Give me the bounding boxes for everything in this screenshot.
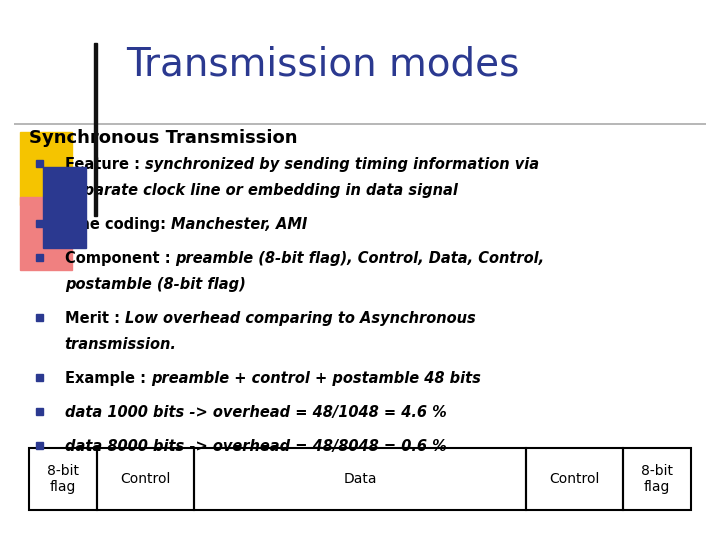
Bar [94,43,97,216]
Bar [194,448,526,510]
Text: Transmission modes: Transmission modes [126,46,519,84]
Bar [29,448,96,510]
Bar [36,160,43,167]
Text: data 8000 bits -> overhead = 48/8048 = 0.6 %: data 8000 bits -> overhead = 48/8048 = 0… [65,439,446,454]
Bar [624,448,691,510]
Text: 8-bit
flag: 8-bit flag [642,464,673,494]
Bar [43,167,86,248]
Text: postamble (8-bit flag): postamble (8-bit flag) [65,277,246,292]
Text: synchronized by sending timing information via: synchronized by sending timing informati… [145,157,539,172]
Text: Manchester, AMI: Manchester, AMI [171,217,307,232]
Text: Synchronous Transmission: Synchronous Transmission [29,129,297,147]
Bar [36,220,43,227]
Text: Control: Control [549,472,600,486]
Bar [20,132,72,205]
Bar [96,448,194,510]
Text: preamble (8-bit flag), Control, Data, Control,: preamble (8-bit flag), Control, Data, Co… [176,251,544,266]
Text: 8-bit
flag: 8-bit flag [47,464,78,494]
Bar [526,448,624,510]
Text: Merit :: Merit : [65,311,125,326]
Bar [20,197,72,270]
Bar [36,254,43,261]
Bar [36,408,43,415]
Bar [36,442,43,449]
Text: Component :: Component : [65,251,176,266]
Text: Low overhead comparing to Asynchronous: Low overhead comparing to Asynchronous [125,311,476,326]
Text: transmission.: transmission. [65,337,176,352]
Text: Data: Data [343,472,377,486]
Text: preamble + control + postamble 48 bits: preamble + control + postamble 48 bits [151,371,481,386]
Text: Example :: Example : [65,371,151,386]
Text: Line coding:: Line coding: [65,217,171,232]
Text: Control: Control [120,472,171,486]
Bar [36,314,43,321]
Text: separate clock line or embedding in data signal: separate clock line or embedding in data… [65,183,458,198]
Bar [36,374,43,381]
Text: Feature :: Feature : [65,157,145,172]
Text: data 1000 bits -> overhead = 48/1048 = 4.6 %: data 1000 bits -> overhead = 48/1048 = 4… [65,405,446,420]
